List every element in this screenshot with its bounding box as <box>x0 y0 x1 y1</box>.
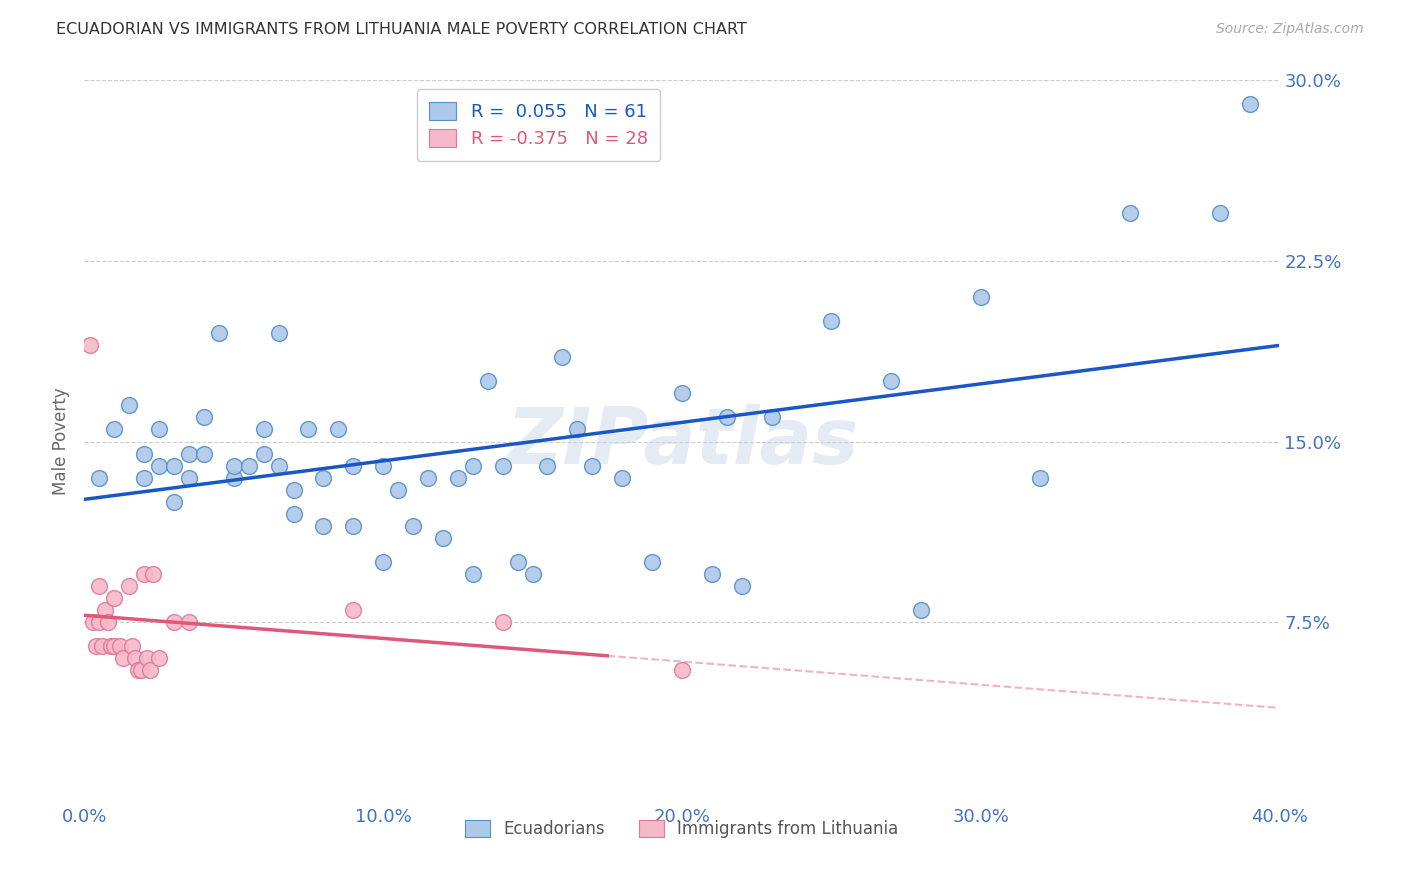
Point <box>910 603 932 617</box>
Point <box>177 615 200 630</box>
Legend: Ecuadorians, Immigrants from Lithuania: Ecuadorians, Immigrants from Lithuania <box>458 814 905 845</box>
Point <box>267 326 290 340</box>
Point <box>94 603 117 617</box>
Point <box>112 651 135 665</box>
Point <box>132 470 156 484</box>
Point <box>312 470 335 484</box>
Point <box>103 422 125 436</box>
Point <box>641 555 664 569</box>
Point <box>671 386 693 401</box>
Point <box>124 651 146 665</box>
Point <box>402 518 425 533</box>
Point <box>253 422 276 436</box>
Point <box>136 651 159 665</box>
Point <box>142 567 165 582</box>
Point <box>1239 97 1261 112</box>
Point <box>373 458 395 473</box>
Point <box>79 338 101 352</box>
Point <box>461 458 484 473</box>
Point <box>132 567 156 582</box>
Point <box>121 639 143 653</box>
Point <box>461 567 484 582</box>
Point <box>89 470 111 484</box>
Point <box>283 507 305 521</box>
Text: ZIPatlas: ZIPatlas <box>506 403 858 480</box>
Point <box>163 615 186 630</box>
Point <box>89 615 111 630</box>
Point <box>129 664 152 678</box>
Point <box>103 639 125 653</box>
Point <box>492 458 515 473</box>
Point <box>89 579 111 593</box>
Point <box>567 422 589 436</box>
Point <box>312 518 335 533</box>
Point <box>238 458 260 473</box>
Point <box>82 615 104 630</box>
Point <box>328 422 350 436</box>
Point <box>297 422 319 436</box>
Point <box>139 664 162 678</box>
Point <box>132 446 156 460</box>
Point <box>416 470 439 484</box>
Point <box>283 483 305 497</box>
Point <box>86 639 108 653</box>
Point <box>970 290 993 304</box>
Point <box>118 398 141 412</box>
Point <box>342 518 364 533</box>
Point <box>110 639 132 653</box>
Point <box>267 458 290 473</box>
Point <box>700 567 723 582</box>
Point <box>177 470 200 484</box>
Point <box>536 458 558 473</box>
Point <box>97 615 120 630</box>
Point <box>148 422 170 436</box>
Point <box>148 651 170 665</box>
Point <box>387 483 409 497</box>
Point <box>506 555 529 569</box>
Point <box>716 410 738 425</box>
Point <box>148 458 170 473</box>
Point <box>100 639 122 653</box>
Point <box>581 458 603 473</box>
Point <box>477 374 499 388</box>
Y-axis label: Male Poverty: Male Poverty <box>52 388 70 495</box>
Point <box>761 410 783 425</box>
Text: Source: ZipAtlas.com: Source: ZipAtlas.com <box>1216 22 1364 37</box>
Point <box>731 579 754 593</box>
Point <box>1119 205 1142 219</box>
Point <box>222 458 245 473</box>
Point <box>163 458 186 473</box>
Point <box>177 446 200 460</box>
Point <box>118 579 141 593</box>
Point <box>91 639 114 653</box>
Point <box>253 446 276 460</box>
Point <box>342 458 364 473</box>
Point <box>103 591 125 605</box>
Point <box>612 470 634 484</box>
Point <box>342 603 364 617</box>
Point <box>222 470 245 484</box>
Point <box>373 555 395 569</box>
Point <box>671 664 693 678</box>
Point <box>1209 205 1232 219</box>
Point <box>1029 470 1052 484</box>
Point <box>163 494 186 508</box>
Point <box>432 531 454 545</box>
Point <box>193 410 215 425</box>
Point <box>492 615 515 630</box>
Point <box>208 326 231 340</box>
Point <box>522 567 544 582</box>
Point <box>820 314 842 328</box>
Point <box>447 470 470 484</box>
Point <box>193 446 215 460</box>
Point <box>880 374 903 388</box>
Text: ECUADORIAN VS IMMIGRANTS FROM LITHUANIA MALE POVERTY CORRELATION CHART: ECUADORIAN VS IMMIGRANTS FROM LITHUANIA … <box>56 22 747 37</box>
Point <box>551 350 574 364</box>
Point <box>127 664 149 678</box>
